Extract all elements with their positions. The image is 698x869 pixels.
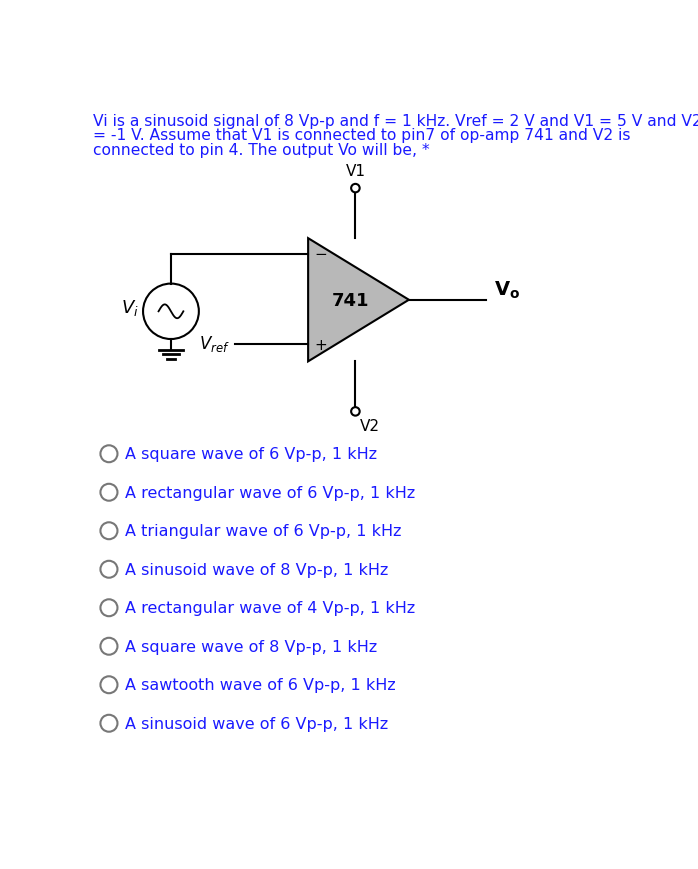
Circle shape	[351, 184, 359, 193]
Text: 741: 741	[332, 291, 369, 309]
Circle shape	[101, 484, 117, 501]
Text: $\mathbf{V_o}$: $\mathbf{V_o}$	[494, 279, 520, 301]
Circle shape	[101, 561, 117, 578]
Circle shape	[101, 600, 117, 616]
Text: connected to pin 4. The output Vo will be, *: connected to pin 4. The output Vo will b…	[94, 143, 430, 157]
Text: A square wave of 6 Vp-p, 1 kHz: A square wave of 6 Vp-p, 1 kHz	[125, 447, 378, 461]
Text: A sawtooth wave of 6 Vp-p, 1 kHz: A sawtooth wave of 6 Vp-p, 1 kHz	[125, 678, 396, 693]
Text: A rectangular wave of 6 Vp-p, 1 kHz: A rectangular wave of 6 Vp-p, 1 kHz	[125, 485, 415, 501]
Circle shape	[101, 715, 117, 732]
Text: = -1 V. Assume that V1 is connected to pin7 of op-amp 741 and V2 is: = -1 V. Assume that V1 is connected to p…	[94, 128, 631, 143]
Circle shape	[101, 522, 117, 540]
Text: +: +	[314, 337, 327, 353]
Polygon shape	[308, 239, 409, 362]
Text: A triangular wave of 6 Vp-p, 1 kHz: A triangular wave of 6 Vp-p, 1 kHz	[125, 524, 402, 539]
Text: −: −	[314, 247, 327, 262]
Circle shape	[351, 408, 359, 416]
Text: A square wave of 8 Vp-p, 1 kHz: A square wave of 8 Vp-p, 1 kHz	[125, 639, 378, 654]
Text: $V_{ref}$: $V_{ref}$	[199, 334, 230, 354]
Text: V1: V1	[346, 164, 365, 179]
Text: A sinusoid wave of 8 Vp-p, 1 kHz: A sinusoid wave of 8 Vp-p, 1 kHz	[125, 562, 389, 577]
Circle shape	[101, 638, 117, 655]
Text: V2: V2	[360, 418, 380, 433]
Text: Vi is a sinusoid signal of 8 Vp-p and f = 1 kHz. Vref = 2 V and V1 = 5 V and V2: Vi is a sinusoid signal of 8 Vp-p and f …	[94, 114, 698, 129]
Circle shape	[101, 676, 117, 693]
Text: A rectangular wave of 4 Vp-p, 1 kHz: A rectangular wave of 4 Vp-p, 1 kHz	[125, 600, 415, 615]
Circle shape	[143, 284, 199, 340]
Text: $V_i$: $V_i$	[121, 298, 139, 318]
Circle shape	[101, 446, 117, 462]
Text: A sinusoid wave of 6 Vp-p, 1 kHz: A sinusoid wave of 6 Vp-p, 1 kHz	[125, 716, 389, 731]
